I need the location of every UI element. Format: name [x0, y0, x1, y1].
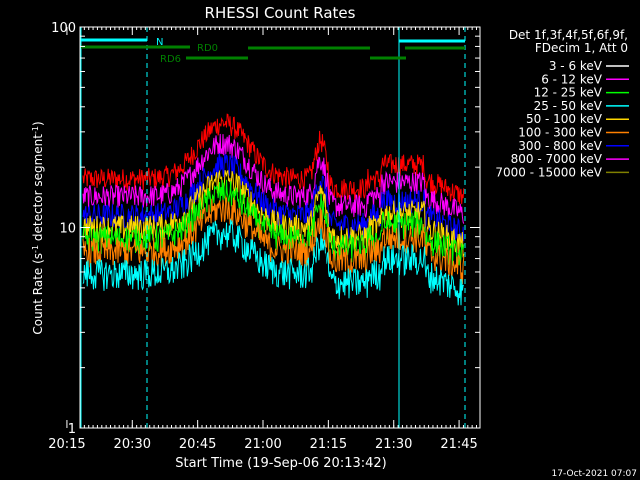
- y-axis-label-sup2: -1: [31, 126, 40, 134]
- legend-header-2: FDecim 1, Att 0: [535, 41, 628, 55]
- x-tick-label: 21:15: [310, 437, 347, 452]
- x-tick-label: 21:30: [375, 437, 412, 452]
- legend-label: 100 - 300 keV: [518, 126, 602, 140]
- legend-label: 3 - 6 keV: [549, 59, 603, 73]
- y-axis-label: Count Rate (s-1 detector segment-1): [31, 121, 46, 334]
- x-tick-label: 21:45: [440, 437, 477, 452]
- x-tick-label: 20:45: [179, 437, 216, 452]
- x-axis-label: Start Time (19-Sep-06 20:13:42): [175, 456, 386, 471]
- legend-header-1: Det 1f,3f,4f,5f,6f,9f,: [509, 28, 628, 42]
- data-series-line: [82, 253, 465, 341]
- data-series-line: [82, 133, 465, 224]
- axis-ticks: 20:15 20:30 20:45 21:00 21:15 21:30 21:45 1 10 10…: [48, 21, 480, 452]
- x-tick-label: 20:30: [114, 437, 151, 452]
- y-axis-label-main: Count Rate (s: [31, 253, 45, 335]
- data-series-line: [82, 179, 465, 268]
- flag-rd6-label: RD6: [160, 54, 181, 65]
- legend-label: 50 - 100 keV: [526, 112, 603, 126]
- footer-date: 17-Oct-2021 07:07: [552, 469, 637, 479]
- flag-n-label: N: [156, 37, 163, 48]
- flag-rd0-label: RD0: [197, 43, 218, 54]
- x-tick-label: 20:15: [48, 437, 85, 452]
- y-tick-label: 1: [68, 422, 76, 437]
- y-tick-label: 10: [59, 222, 76, 237]
- data-series-line: [82, 195, 465, 285]
- legend-label: 12 - 25 keV: [534, 86, 603, 100]
- y-axis-label-sup1: -1: [31, 245, 40, 253]
- data-series-line: [82, 219, 464, 306]
- y-axis-label-end: ): [31, 121, 45, 126]
- data-series-line: [82, 113, 465, 205]
- chart-title: RHESSI Count Rates: [205, 4, 356, 22]
- y-tick-label: 100: [51, 21, 76, 36]
- y-axis-label-mid: detector segment: [31, 134, 45, 245]
- legend-label: 6 - 12 keV: [541, 72, 603, 86]
- flags-layer: N RD0 RD6: [80, 27, 466, 428]
- legend-label: 7000 - 15000 keV: [495, 165, 602, 179]
- legend-label: 300 - 800 keV: [518, 139, 602, 153]
- legend-label: 800 - 7000 keV: [511, 152, 603, 166]
- data-layer: [82, 113, 465, 341]
- x-tick-label: 21:00: [244, 437, 281, 452]
- legend-label: 25 - 50 keV: [534, 99, 603, 113]
